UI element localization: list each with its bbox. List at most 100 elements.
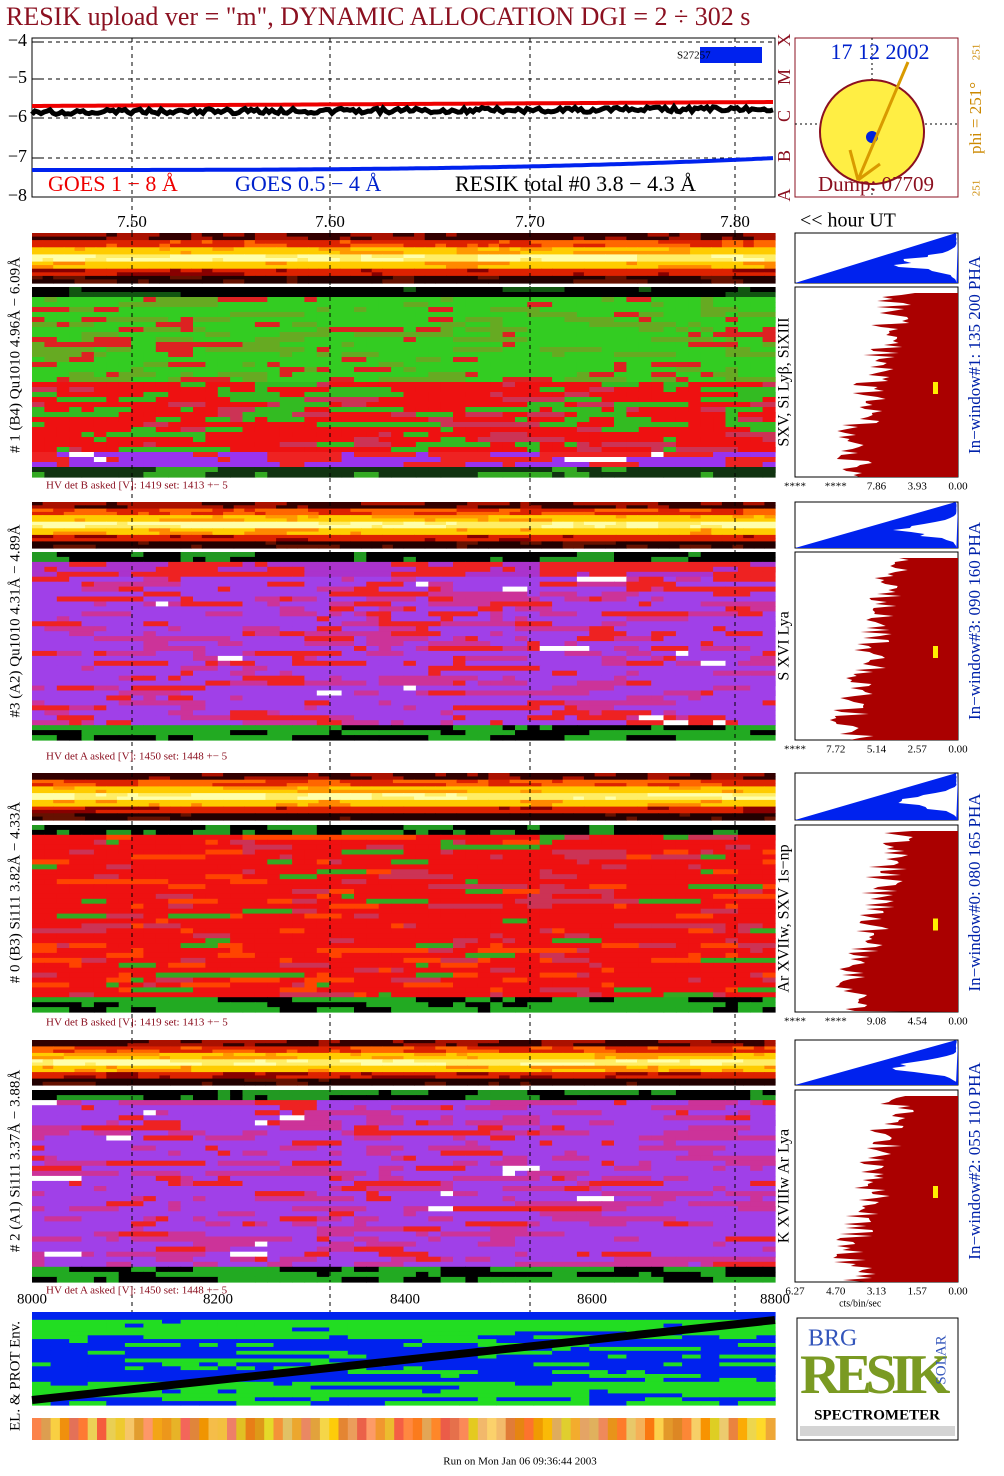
heatmap-cell — [138, 793, 171, 798]
heatmap-cell — [552, 621, 590, 627]
heatmap-cell — [539, 987, 590, 993]
heatmap-cell — [601, 611, 640, 617]
heatmap-cell — [651, 725, 665, 731]
heatmap-cell — [191, 1068, 256, 1073]
heatmap-cell — [254, 1043, 267, 1047]
heatmap-cell — [242, 352, 281, 358]
heatmap-cell — [594, 1056, 606, 1060]
heatmap-cell — [675, 650, 689, 657]
heatmap-cell — [467, 233, 479, 238]
heatmap-cell — [170, 813, 182, 818]
heatmap-cell — [254, 552, 268, 558]
heatmap-cell — [713, 962, 764, 969]
heatmap-cell — [180, 680, 206, 687]
heatmap-cell — [589, 834, 640, 841]
heatmap-cell — [155, 715, 182, 721]
heatmap-cell — [675, 839, 689, 846]
heatmap-cell — [32, 799, 54, 804]
heatmap-cell — [615, 1049, 638, 1054]
heatmap-cell — [93, 1002, 120, 1008]
heatmap-cell — [339, 508, 351, 513]
heatmap-cell — [700, 660, 727, 667]
heatmap-cell — [700, 467, 714, 473]
heatmap-cell — [106, 680, 132, 687]
heatmap-cell — [316, 292, 355, 298]
heatmap-cell — [605, 1072, 617, 1076]
heatmap-cell — [32, 621, 83, 627]
heatmap-cell — [467, 786, 479, 791]
heatmap-cell — [576, 402, 615, 408]
heatmap-cell — [520, 515, 532, 519]
heatmap-cell — [488, 515, 521, 519]
heatmap-cell — [180, 943, 219, 949]
heatmap-cell — [589, 462, 615, 468]
heatmap-cell — [316, 616, 330, 622]
heatmap-cell — [700, 437, 751, 443]
heatmap-cell — [732, 247, 744, 252]
heatmap-cell — [106, 977, 132, 984]
heatmap-cell — [148, 1052, 160, 1057]
heatmap-cell — [490, 342, 504, 348]
heatmap-cell — [651, 849, 665, 856]
heatmap-cell — [527, 864, 541, 870]
heatmap-cell — [354, 923, 367, 929]
heatmap-cell — [316, 327, 330, 333]
heatmap-cell — [159, 1049, 171, 1054]
heatmap-cell — [341, 591, 380, 598]
heatmap-cell — [539, 889, 590, 895]
heatmap-cell — [32, 796, 76, 801]
heatmap-cell — [576, 680, 627, 687]
heatmap-cell — [700, 525, 712, 529]
heatmap-cell — [725, 854, 764, 860]
heatmap-cell — [193, 655, 219, 662]
heatmap-cell — [477, 776, 489, 781]
heatmap-cell — [267, 730, 318, 736]
heatmap-cell — [131, 923, 145, 929]
heatmap-cell — [605, 247, 627, 252]
heatmap-cell — [711, 1068, 723, 1073]
heatmap-cell — [180, 1046, 203, 1051]
heatmap-cell — [764, 525, 776, 529]
heatmap-cell — [56, 357, 70, 363]
heatmap-cell — [201, 786, 224, 791]
heatmap-cell — [515, 957, 528, 964]
heatmap-cell — [721, 783, 776, 788]
heatmap-cell — [279, 725, 293, 731]
heatmap-cell — [148, 1065, 182, 1070]
heatmap-cell — [56, 596, 95, 602]
heatmap-cell — [626, 515, 638, 519]
heatmap-cell — [725, 1002, 739, 1008]
heatmap-cell — [254, 685, 268, 692]
heatmap-cell — [69, 725, 95, 731]
heatmap-cell — [53, 793, 75, 798]
heatmap-cell — [292, 327, 318, 333]
heatmap-cell — [168, 621, 219, 627]
heatmap-cell — [53, 773, 65, 777]
heatmap-cell — [81, 680, 95, 687]
heatmap-cell — [276, 515, 298, 519]
heatmap-cell — [415, 337, 454, 343]
heatmap-cell — [725, 889, 739, 895]
heatmap-cell — [131, 903, 145, 910]
heatmap-cell — [316, 402, 330, 408]
heatmap-cell — [233, 508, 245, 513]
heatmap-cell — [576, 869, 615, 875]
heatmap-cell — [530, 272, 574, 277]
heatmap-cell — [159, 1040, 182, 1044]
heatmap-cell — [85, 236, 97, 241]
heatmap-cell — [201, 1049, 213, 1054]
heatmap-cell — [254, 566, 268, 573]
heatmap-cell — [428, 700, 442, 706]
heatmap-cell — [750, 725, 776, 731]
heatmap-cell — [329, 402, 343, 408]
heatmap-cell — [81, 923, 132, 929]
heatmap-cell — [552, 250, 564, 256]
heatmap-cell — [725, 317, 739, 323]
heatmap-cell — [663, 730, 714, 736]
heatmap-cell — [201, 538, 245, 542]
heatmap-cell — [254, 442, 281, 448]
heatmap-cell — [539, 923, 603, 929]
heatmap-cell — [366, 660, 380, 667]
heatmap-cell — [242, 903, 281, 910]
heatmap-cell — [750, 730, 776, 736]
